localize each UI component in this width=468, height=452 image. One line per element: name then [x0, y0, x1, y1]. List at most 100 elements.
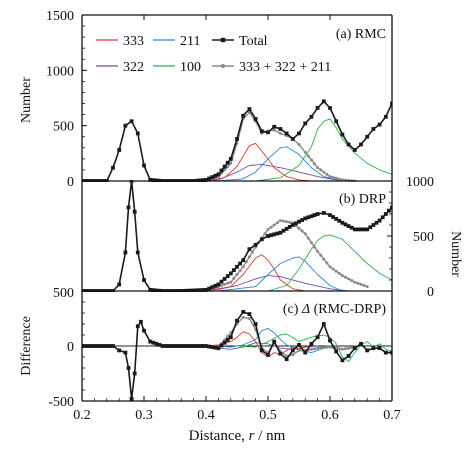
data-point-a-Total	[321, 99, 326, 104]
data-point-a-Total	[371, 127, 376, 131]
data-point-a-sum	[278, 131, 282, 135]
data-point-c-Total	[173, 344, 177, 348]
data-point-b-Total	[272, 232, 277, 237]
panel-label-part: Δ	[301, 302, 310, 317]
data-point-b-sum	[300, 229, 304, 233]
data-point-b-sum	[359, 282, 363, 286]
data-point-a-Total	[383, 114, 388, 119]
data-point-b-Total	[315, 212, 320, 216]
data-point-b-Total	[278, 230, 283, 235]
panel-label-part: (c)	[283, 302, 302, 317]
data-point-b-Total	[201, 288, 205, 292]
data-point-a-Total	[142, 163, 146, 168]
data-point-a-Total	[197, 178, 202, 182]
series-line-c-322	[205, 342, 318, 350]
data-point-c-Total	[191, 344, 196, 348]
data-point-b-sum	[247, 255, 251, 259]
data-point-b-sum	[241, 265, 245, 269]
data-point-b-Total	[337, 218, 342, 223]
data-point-b-Total	[210, 285, 215, 290]
series-line-a-211	[218, 146, 343, 182]
data-point-a-Total	[340, 132, 345, 137]
data-point-a-Total	[377, 122, 382, 127]
data-point-b-Total	[328, 213, 332, 217]
panel-a-plot	[82, 99, 392, 182]
data-point-b-sum	[322, 257, 326, 261]
data-point-c-Total	[315, 335, 320, 340]
data-point-c-Total	[101, 344, 106, 348]
data-point-c-Total	[194, 344, 199, 348]
data-point-b-Total	[269, 233, 273, 238]
data-point-a-Total	[334, 119, 339, 124]
legend-label-sum: 333 + 322 + 211	[239, 60, 331, 75]
data-point-c-Total	[210, 345, 215, 349]
data-point-a-Total	[228, 156, 233, 161]
data-point-b-Total	[365, 227, 370, 232]
data-point-b-sum	[297, 226, 301, 230]
data-point-b-Total	[380, 215, 385, 220]
data-point-a-Total	[266, 130, 270, 135]
data-point-b-Total	[362, 227, 366, 232]
data-point-c-Total	[204, 344, 208, 348]
data-point-b-sum	[226, 281, 230, 285]
data-point-b-Total	[207, 286, 211, 291]
data-point-c-Total	[142, 328, 146, 333]
data-point-c-Total	[390, 350, 392, 355]
data-point-a-sum	[297, 142, 301, 146]
data-point-b-sum	[319, 253, 323, 257]
data-point-b-sum	[313, 245, 316, 249]
data-point-c-Total	[95, 344, 100, 348]
panel-c-plot	[82, 310, 392, 401]
data-point-b-Total	[359, 227, 363, 232]
x-axis-label-part: Distance,	[189, 428, 249, 444]
data-point-b-Total	[374, 220, 379, 225]
data-point-c-Total	[365, 348, 370, 353]
data-point-b-Total	[232, 268, 236, 272]
data-point-b-Total	[306, 215, 311, 220]
data-point-b-Total	[387, 208, 391, 213]
data-point-a-Total	[352, 148, 357, 152]
data-point-a-Total	[315, 106, 320, 110]
data-point-c-Total	[126, 366, 131, 370]
x-tick-label: 0.2	[73, 408, 91, 423]
y-tick-label-b: 500	[413, 230, 434, 245]
data-point-b-sum	[344, 275, 347, 279]
data-point-c-Total	[179, 344, 184, 348]
left-overlap-label-b: 500	[53, 286, 74, 301]
data-point-a-Total	[135, 131, 140, 136]
data-point-c-sum	[309, 347, 313, 351]
panel-label-a: (a) RMC	[336, 27, 386, 42]
data-point-a-Total	[241, 113, 246, 118]
data-point-b-Total	[300, 218, 304, 222]
legend-label-333: 333	[123, 34, 144, 49]
x-tick-label: 0.4	[197, 408, 215, 423]
data-point-b-sum	[220, 284, 223, 287]
data-point-c-Total	[123, 350, 128, 355]
x-axis-label: Distance, r / nm	[189, 428, 286, 444]
data-point-b-sum	[244, 260, 248, 264]
data-point-b-sum	[365, 285, 369, 289]
data-point-a-Total	[359, 142, 363, 147]
data-point-b-sum	[325, 261, 329, 265]
data-point-b-sum	[337, 271, 341, 275]
legend-label-322: 322	[123, 60, 144, 75]
data-point-b-sum	[334, 269, 338, 273]
data-point-a-Total	[259, 129, 264, 134]
data-point-a-Total	[151, 178, 156, 182]
series-line-a-100	[255, 118, 392, 182]
data-point-c-sum	[322, 346, 326, 350]
data-point-b-Total	[349, 225, 354, 230]
series-line-b-211	[218, 256, 343, 292]
data-point-a-Total	[303, 121, 308, 126]
data-point-b-Total	[334, 217, 339, 221]
data-point-b-sum	[278, 219, 282, 223]
data-point-b-Total	[117, 282, 122, 287]
x-tick-label: 0.3	[135, 408, 153, 423]
data-point-c-Total	[151, 340, 156, 345]
legend-marker-Total	[220, 37, 226, 43]
data-point-b-Total	[303, 216, 308, 221]
data-point-a-Total	[297, 131, 301, 136]
data-point-b-Total	[247, 247, 252, 252]
data-point-b-Total	[219, 279, 224, 284]
